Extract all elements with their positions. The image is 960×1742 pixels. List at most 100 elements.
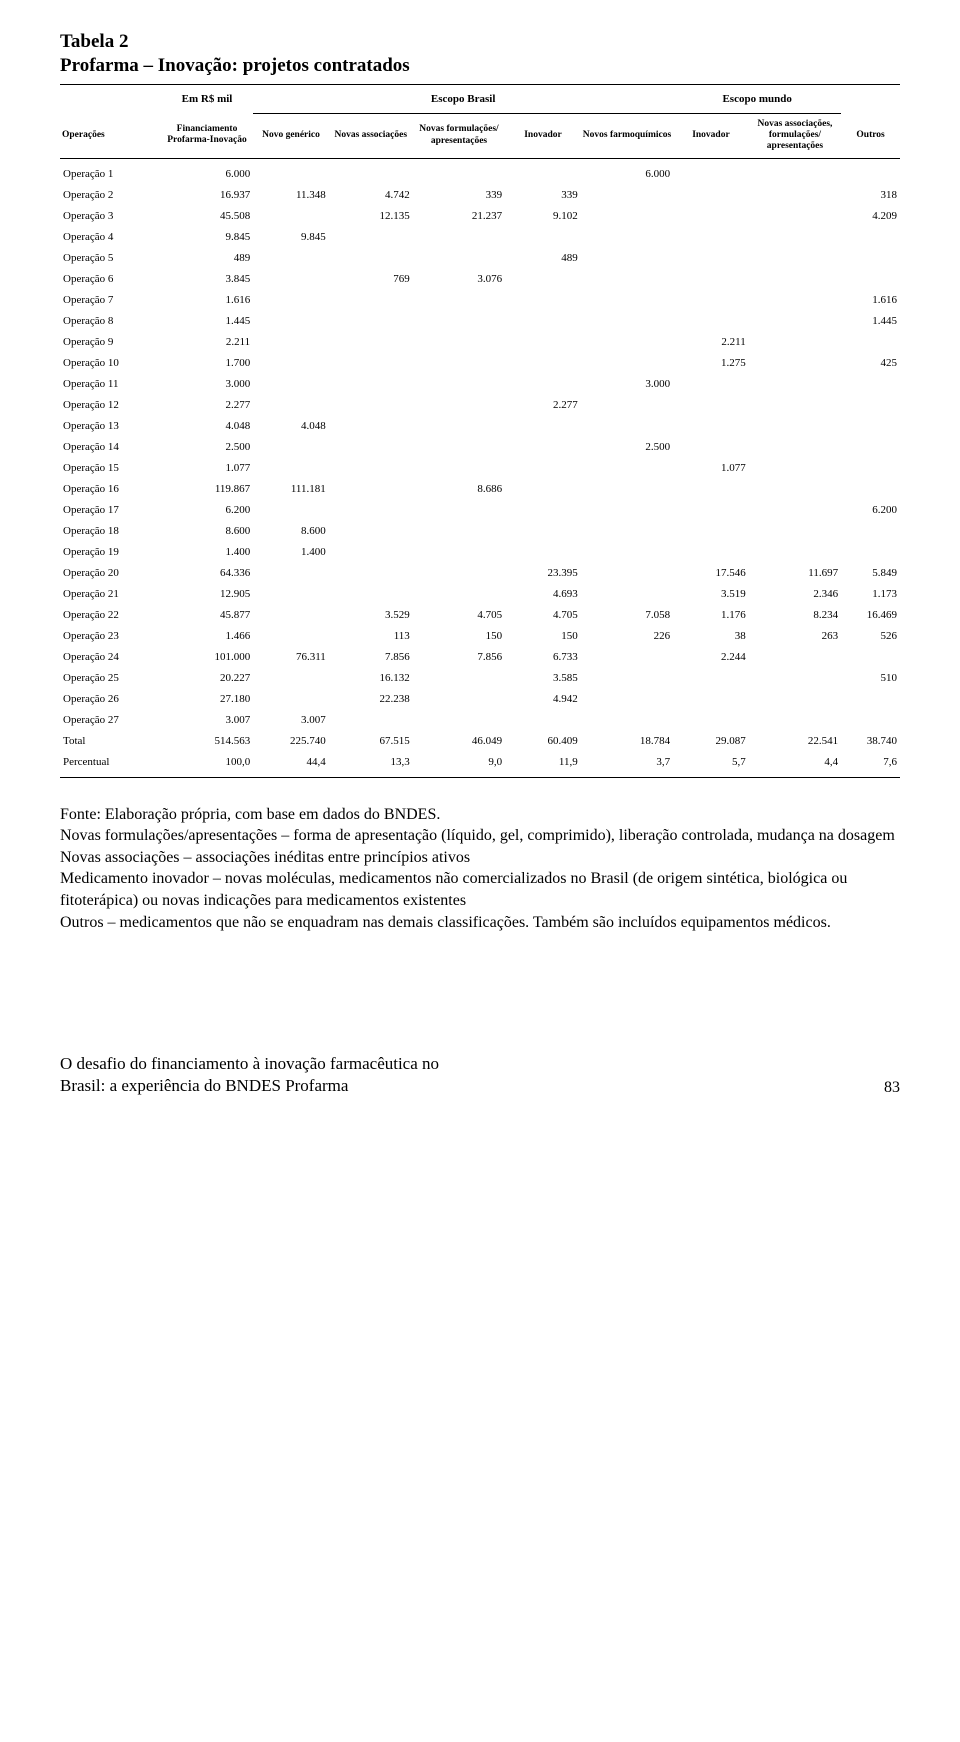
cell: 4.705 [413,604,505,625]
cell: 3.529 [329,604,413,625]
cell: 46.049 [413,730,505,751]
cell [413,226,505,247]
row-label: Operação 27 [60,709,161,730]
cell [329,562,413,583]
note-line: Medicamento inovador – novas moléculas, … [60,868,900,911]
cell [581,583,673,604]
table-row: Percentual100,044,413,39,011,93,75,74,47… [60,751,900,777]
row-label: Percentual [60,751,161,777]
cell: 3,7 [581,751,673,777]
cell: 1.400 [161,541,253,562]
cell [329,457,413,478]
col-novos-farmo: Novos farmoquímicos [581,113,673,158]
cell [413,310,505,331]
cell [253,205,329,226]
cell [253,352,329,373]
table-title: Profarma – Inovação: projetos contratado… [60,54,900,78]
cell: 4.742 [329,184,413,205]
row-label: Total [60,730,161,751]
cell [329,247,413,268]
row-label: Operação 16 [60,478,161,499]
table-label: Tabela 2 [60,30,900,54]
cell [505,499,581,520]
cell: 22.541 [749,730,841,751]
cell: 150 [413,625,505,646]
table-row: Operação 122.2772.277 [60,394,900,415]
cell: 2.500 [581,436,673,457]
cell [581,667,673,688]
cell [413,331,505,352]
table-row: Operação 2112.9054.6933.5192.3461.173 [60,583,900,604]
row-label: Operação 8 [60,310,161,331]
table-row: Operação 176.2006.200 [60,499,900,520]
cell: 3.000 [161,373,253,394]
scope-row: Em R$ mil Escopo Brasil Escopo mundo [60,84,900,113]
cell [413,352,505,373]
table-row: Operação 113.0003.000 [60,373,900,394]
cell [505,289,581,310]
cell [581,310,673,331]
cell [673,499,749,520]
cell: 7.856 [413,646,505,667]
cell: 150 [505,625,581,646]
row-label: Operação 12 [60,394,161,415]
cell [413,562,505,583]
table-row: Operação 24101.00076.3117.8567.8566.7332… [60,646,900,667]
cell [749,394,841,415]
cell: 7.856 [329,646,413,667]
cell [329,310,413,331]
cell: 226 [581,625,673,646]
cell [329,541,413,562]
cell [673,709,749,730]
cell [673,373,749,394]
row-label: Operação 22 [60,604,161,625]
cell [673,247,749,268]
scope-currency: Em R$ mil [161,84,253,113]
table-row: Operação 231.46611315015022638263526 [60,625,900,646]
cell [505,415,581,436]
cell [329,436,413,457]
col-inovador-br: Inovador [505,113,581,158]
cell [581,499,673,520]
cell [841,541,900,562]
cell [841,520,900,541]
cell: 12.135 [329,205,413,226]
cell: 1.173 [841,583,900,604]
cell [253,583,329,604]
cell [749,415,841,436]
cell [749,541,841,562]
cell: 1.700 [161,352,253,373]
row-label: Operação 19 [60,541,161,562]
cell [749,646,841,667]
table-row: Operação 16119.867111.1818.686 [60,478,900,499]
cell [253,331,329,352]
cell: 11.697 [749,562,841,583]
cell [673,184,749,205]
row-label: Operação 14 [60,436,161,457]
cell: 425 [841,352,900,373]
cell [329,583,413,604]
cell [413,394,505,415]
row-label: Operação 9 [60,331,161,352]
col-outros: Outros [841,113,900,158]
cell: 64.336 [161,562,253,583]
cell [413,583,505,604]
cell: 22.238 [329,688,413,709]
row-label: Operação 25 [60,667,161,688]
cell [413,520,505,541]
cell [749,310,841,331]
cell: 20.227 [161,667,253,688]
cell [749,478,841,499]
cell: 11.348 [253,184,329,205]
table-row: Operação 151.0771.077 [60,457,900,478]
cell: 2.500 [161,436,253,457]
cell [841,646,900,667]
row-label: Operação 5 [60,247,161,268]
cell [841,394,900,415]
cell [673,436,749,457]
row-label: Operação 21 [60,583,161,604]
row-label: Operação 1 [60,158,161,184]
cell: 2.211 [161,331,253,352]
cell: 1.445 [841,310,900,331]
cell: 4.209 [841,205,900,226]
